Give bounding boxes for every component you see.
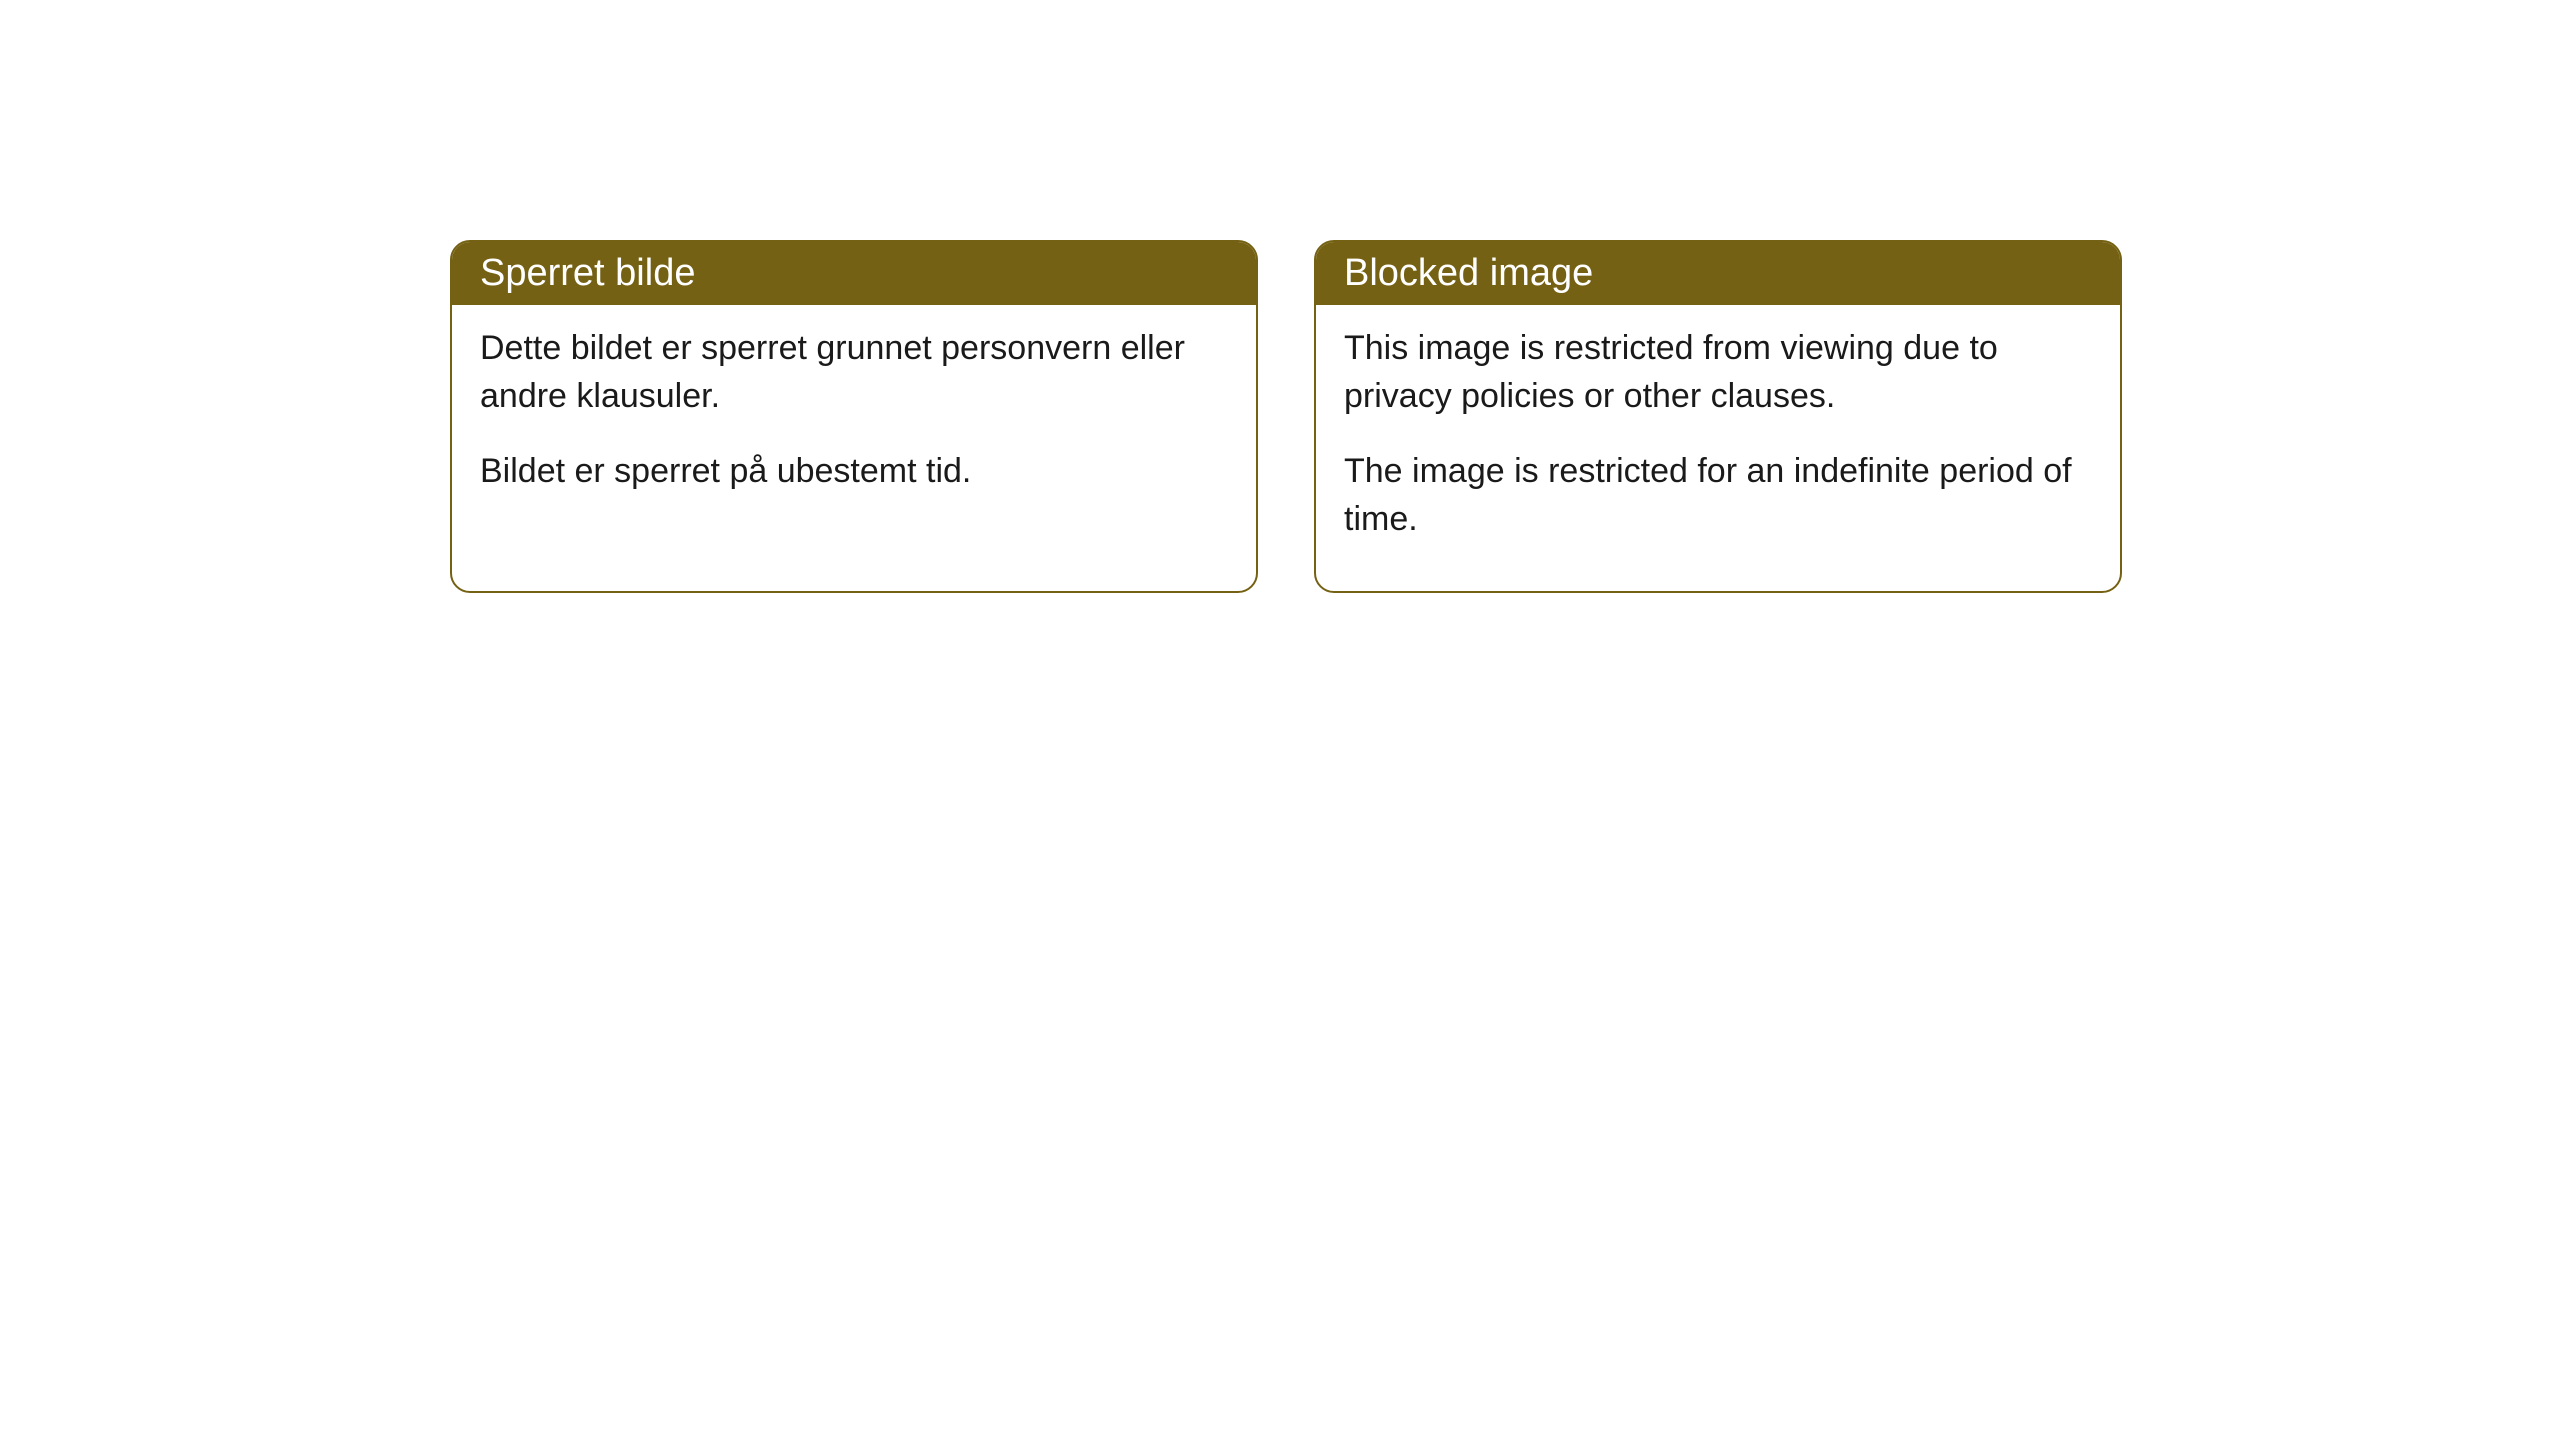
- card-header-english: Blocked image: [1316, 242, 2120, 305]
- card-paragraph: Bildet er sperret på ubestemt tid.: [480, 448, 1228, 496]
- card-paragraph: The image is restricted for an indefinit…: [1344, 448, 2092, 543]
- blocked-image-card-english: Blocked image This image is restricted f…: [1314, 240, 2122, 593]
- card-paragraph: This image is restricted from viewing du…: [1344, 325, 2092, 420]
- card-body-norwegian: Dette bildet er sperret grunnet personve…: [452, 305, 1256, 544]
- card-paragraph: Dette bildet er sperret grunnet personve…: [480, 325, 1228, 420]
- blocked-image-card-norwegian: Sperret bilde Dette bildet er sperret gr…: [450, 240, 1258, 593]
- card-title: Blocked image: [1344, 252, 1593, 294]
- card-header-norwegian: Sperret bilde: [452, 242, 1256, 305]
- notice-cards-container: Sperret bilde Dette bildet er sperret gr…: [450, 240, 2560, 593]
- card-body-english: This image is restricted from viewing du…: [1316, 305, 2120, 591]
- card-title: Sperret bilde: [480, 252, 695, 294]
